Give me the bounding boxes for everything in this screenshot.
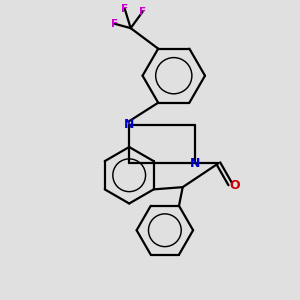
Text: F: F <box>139 7 146 17</box>
Text: O: O <box>230 179 240 192</box>
Text: N: N <box>124 118 134 131</box>
Text: F: F <box>121 4 128 14</box>
Text: F: F <box>111 19 118 29</box>
Text: N: N <box>189 157 200 170</box>
